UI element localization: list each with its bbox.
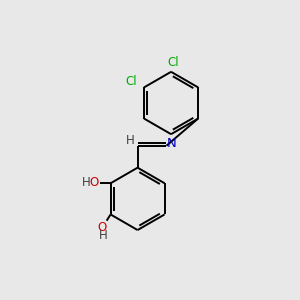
Text: H: H xyxy=(82,176,90,189)
Text: Cl: Cl xyxy=(126,75,137,88)
Text: Cl: Cl xyxy=(168,56,179,69)
Text: O: O xyxy=(98,221,107,234)
Text: N: N xyxy=(167,137,176,150)
Text: H: H xyxy=(99,230,108,242)
Text: H: H xyxy=(126,134,135,147)
Text: O: O xyxy=(90,176,99,189)
